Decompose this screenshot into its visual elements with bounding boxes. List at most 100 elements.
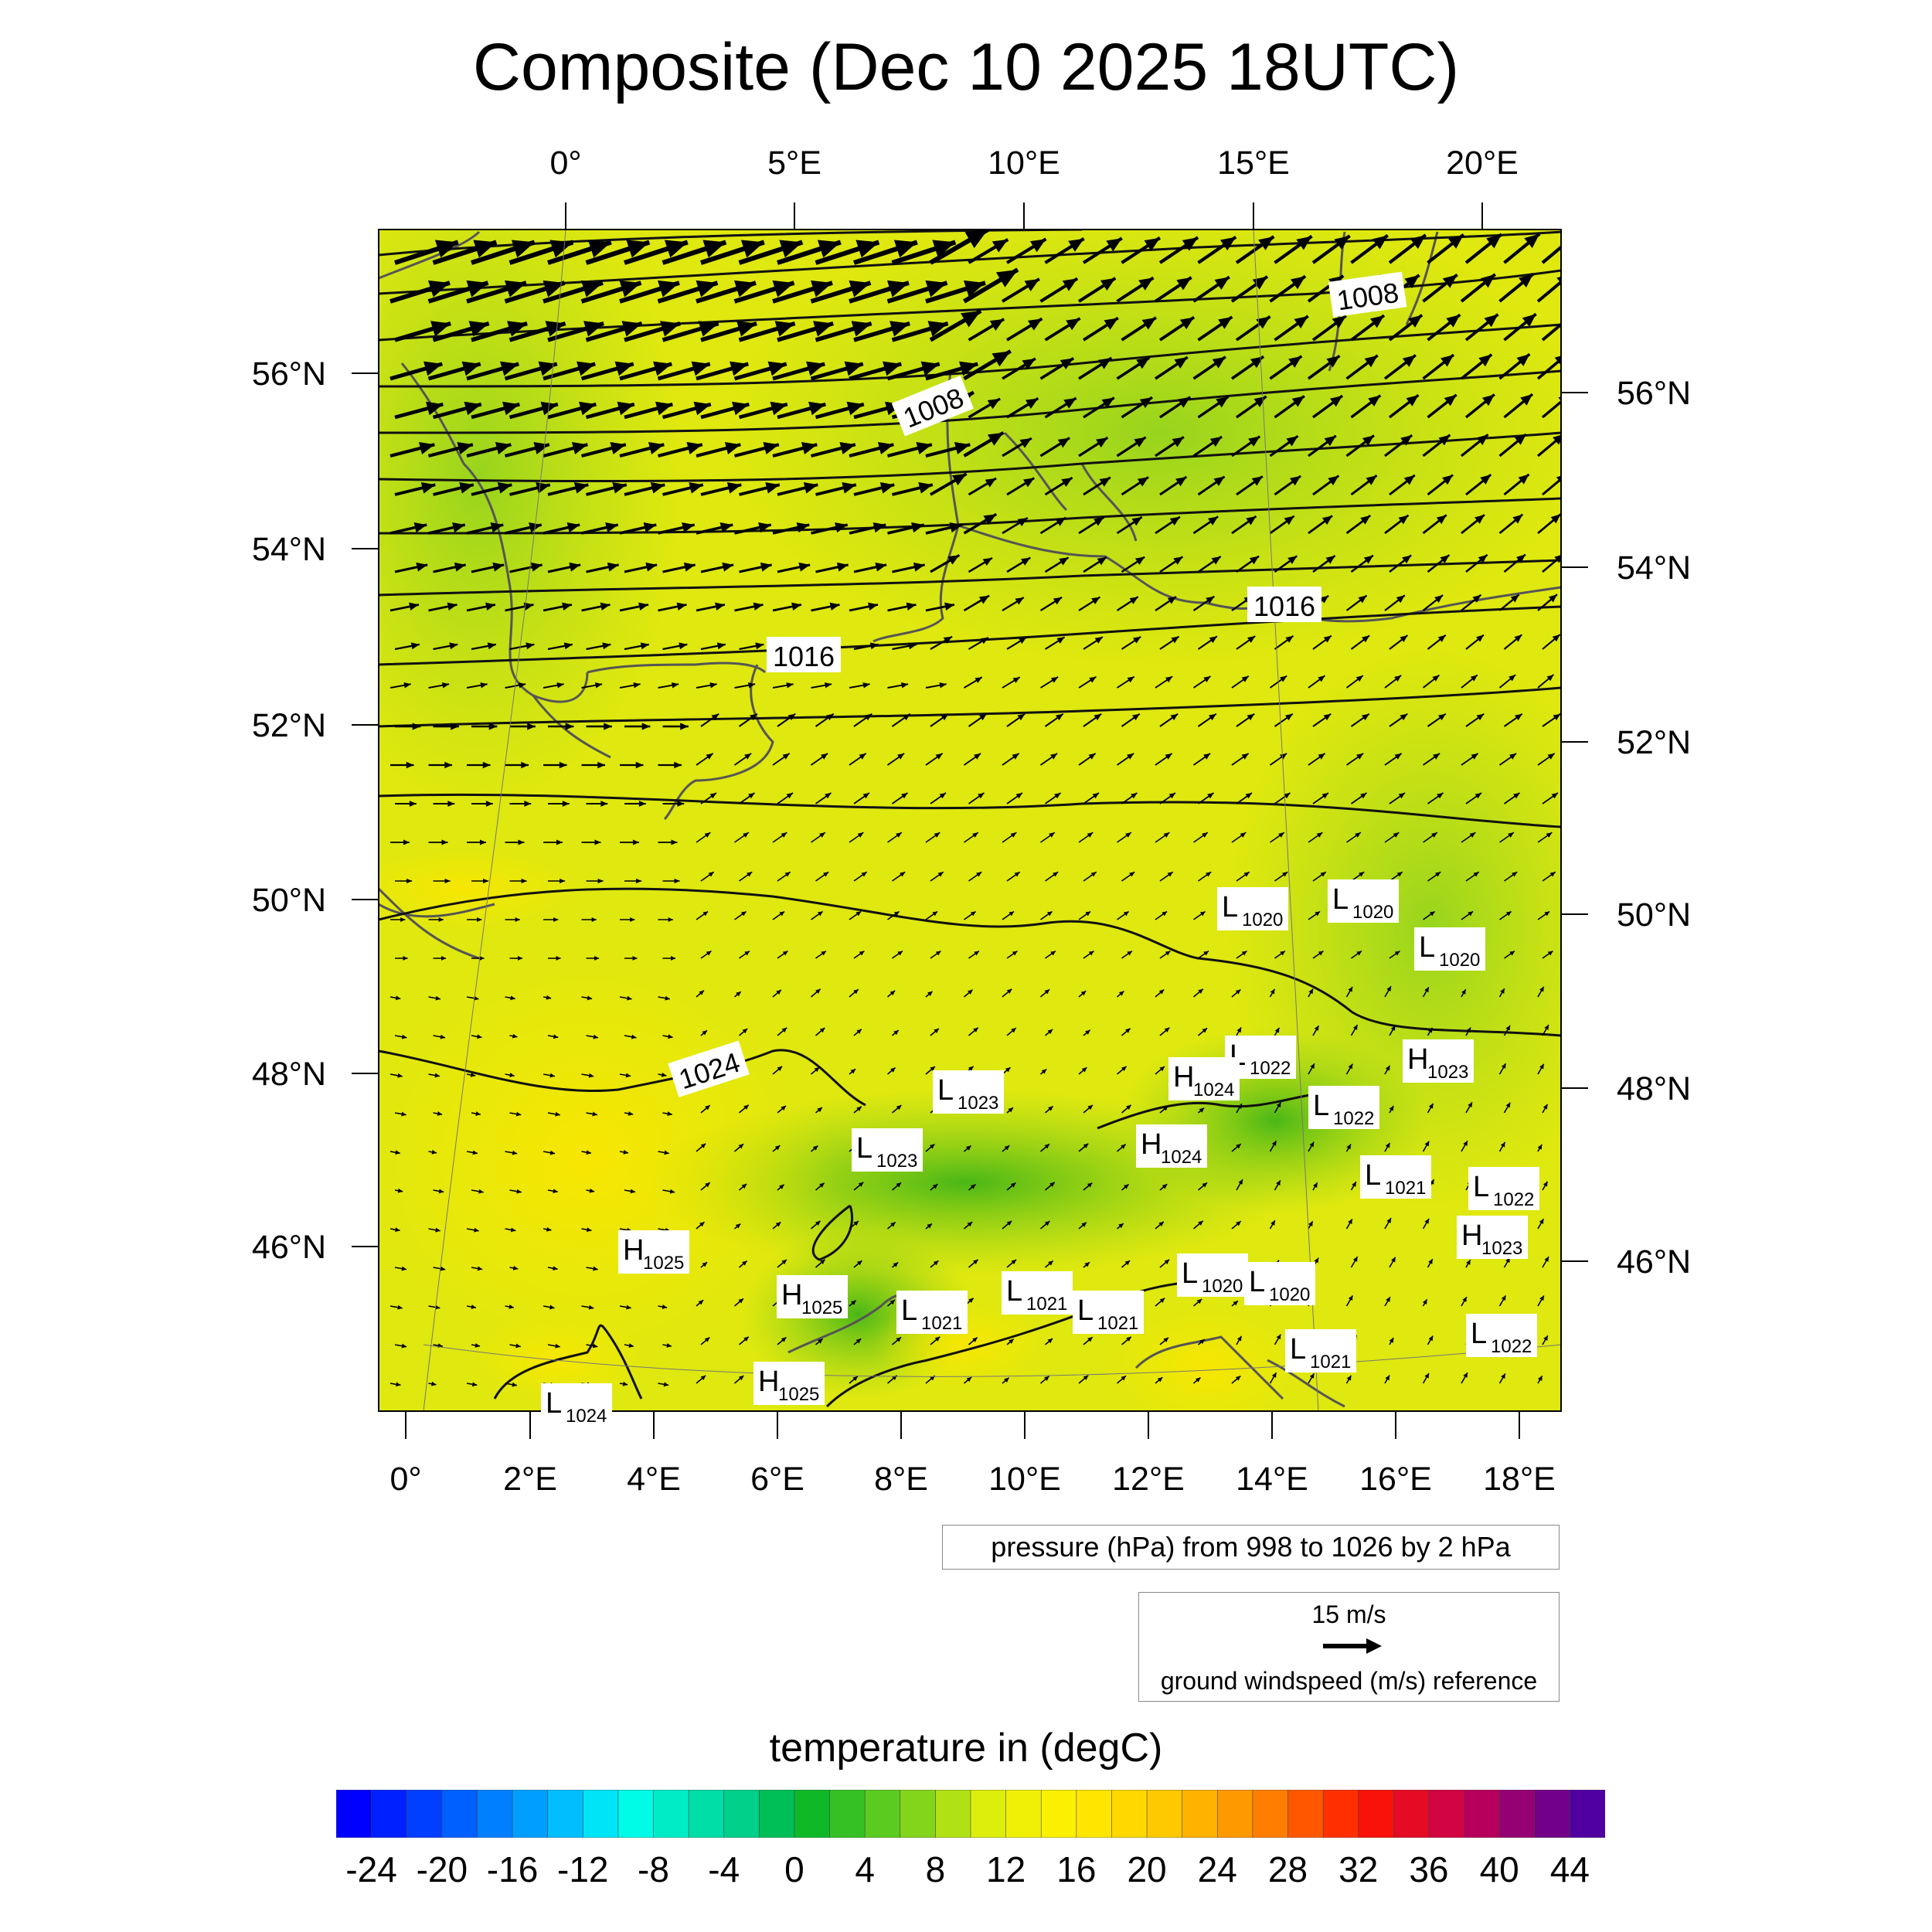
bottom-lon-label: 6°E (750, 1461, 804, 1498)
wind-arrow-head (741, 1183, 747, 1189)
wind-arrow-head (661, 1072, 667, 1077)
wind-arrow-head (440, 1034, 446, 1039)
wind-arrow-head (927, 321, 948, 337)
right-lat-label: 52°N (1617, 724, 1691, 761)
wind-arrow-head (1012, 951, 1018, 956)
wind-arrow-head (447, 801, 455, 807)
wind-arrow-head (594, 956, 600, 961)
wind-arrow-head (1271, 1141, 1277, 1146)
wind-arrow-head (932, 240, 956, 258)
wind-arrow-head (813, 321, 834, 337)
wind-arrow-head (1400, 713, 1408, 721)
wind-arrow-head (719, 522, 733, 533)
colorbar-swatch (1040, 1790, 1077, 1838)
wind-arrow-head (1066, 318, 1080, 331)
wind-arrow-head (883, 361, 902, 376)
wind-arrow-head (1245, 793, 1252, 799)
wind-arrow-head (702, 1262, 708, 1267)
wind-arrow-head (1017, 713, 1026, 721)
wind-arrow-head (1476, 634, 1485, 642)
wind-arrow-head (1394, 675, 1402, 682)
svg-text:1024: 1024 (566, 1406, 607, 1427)
colorbar-swatch (1252, 1790, 1289, 1838)
wind-arrow-head (820, 1259, 825, 1265)
wind-arrow-head (968, 989, 973, 995)
wind-arrow-head (700, 1143, 706, 1148)
wind-arrow-head (851, 321, 872, 337)
svg-text:L: L (1249, 1266, 1265, 1298)
wind-arrow-head (1442, 474, 1454, 485)
wind-arrow-head (715, 602, 726, 611)
wind-arrow-head (758, 522, 771, 533)
wind-arrow-head (844, 361, 863, 376)
wind-arrow-head (1276, 1102, 1281, 1108)
wind-arrow-head (1442, 274, 1458, 288)
wind-arrow-head (556, 956, 561, 961)
wind-arrow-head (1206, 596, 1215, 604)
svg-text:1025: 1025 (778, 1384, 819, 1405)
wind-arrow-head (1015, 793, 1022, 799)
wind-arrow-head (438, 1189, 444, 1194)
wind-arrow-head (440, 1266, 446, 1271)
wind-arrow-head (1050, 753, 1058, 760)
wind-arrow-head (1015, 597, 1024, 605)
low-pressure-center: L 1021 (1360, 1155, 1431, 1199)
wind-arrow-head (1196, 1299, 1202, 1304)
wind-arrow-head (864, 713, 872, 721)
wind-arrow-head (744, 753, 752, 760)
wind-reference-speed: 15 m/s (1311, 1600, 1386, 1628)
wind-arrow-head (553, 1189, 558, 1194)
wind-arrow-head (610, 441, 626, 454)
colorbar-tick-label: 16 (1056, 1849, 1097, 1889)
wind-arrow-head (1544, 1025, 1549, 1030)
wind-arrow-head (1427, 1027, 1433, 1033)
wind-arrow-head (1556, 475, 1561, 483)
wind-arrow-head (1466, 1027, 1471, 1033)
wind-arrow-head (1097, 556, 1107, 566)
wind-arrow-head (1202, 1182, 1208, 1188)
svg-text:L: L (1365, 1159, 1381, 1192)
svg-text:1021: 1021 (1097, 1313, 1138, 1334)
colorbar-tick-label: 44 (1549, 1849, 1590, 1889)
wind-arrow-head (1429, 911, 1435, 917)
wind-arrow-head (509, 1304, 514, 1309)
wind-arrow-head (1106, 238, 1122, 252)
wind-arrow-head (1131, 793, 1138, 799)
wind-arrow-head (709, 793, 716, 799)
wind-arrow-head (671, 682, 679, 689)
wind-arrow-head (474, 1227, 479, 1233)
left-lat-label: 48°N (252, 1056, 326, 1093)
wind-arrow-head (1432, 675, 1440, 682)
wind-arrow-head (1138, 277, 1154, 291)
wind-arrow-head (796, 522, 810, 533)
wind-arrow-head (1431, 832, 1437, 838)
wind-arrow-head (1127, 676, 1134, 683)
wind-arrow-head (1163, 1337, 1168, 1342)
wind-arrow-head (527, 723, 536, 730)
colorbar-tick-label: 28 (1267, 1849, 1308, 1889)
wind-arrow-head (518, 682, 526, 689)
wind-arrow-head (911, 522, 924, 533)
wind-arrow-head (571, 441, 588, 454)
wind-arrow-head (1329, 396, 1343, 407)
wind-arrow-head (619, 280, 641, 298)
wind-arrow-head (889, 321, 910, 337)
wind-arrow-head (485, 801, 493, 807)
wind-arrow-head (738, 1376, 744, 1381)
wind-arrow-head (1085, 911, 1091, 917)
wind-arrow-head (435, 995, 440, 1001)
wind-arrow-head (512, 1382, 517, 1387)
wind-arrow-head (1233, 1301, 1239, 1306)
wind-arrow-head (708, 872, 714, 877)
map-frame (378, 229, 1562, 1412)
wind-arrow-head (1318, 753, 1325, 760)
wind-arrow-head (1208, 516, 1219, 526)
wind-arrow-head (1062, 278, 1078, 291)
wind-arrow-head (444, 878, 451, 884)
wind-arrow-head (1055, 517, 1066, 526)
low-pressure-center: L 1023 (933, 1070, 1004, 1114)
wind-arrow-head (473, 240, 497, 258)
